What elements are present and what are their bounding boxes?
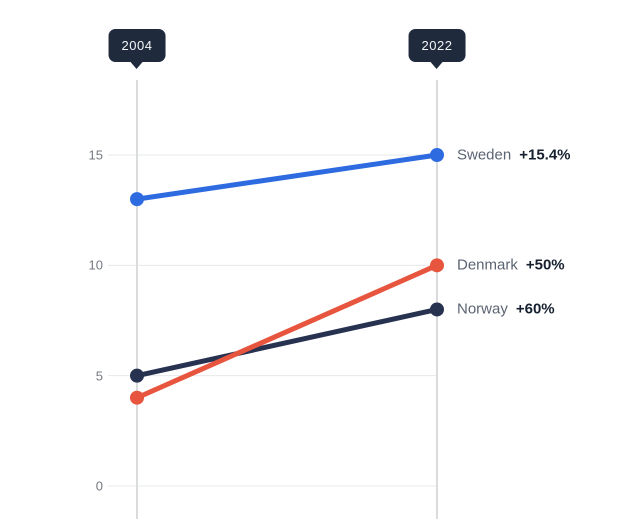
series-change: +15.4%	[519, 146, 571, 164]
slope-line-norway[interactable]	[134, 306, 440, 379]
data-point-denmark-2004[interactable]	[130, 390, 144, 405]
y-tick-label-0: 0	[95, 478, 103, 494]
data-point-sweden-2004[interactable]	[130, 192, 144, 207]
data-point-norway-2022[interactable]	[430, 302, 444, 317]
badge-pointer-icon	[430, 62, 443, 69]
year-badge-2022: 2022	[408, 29, 466, 69]
series-label-norway: Norway +60%	[457, 301, 555, 318]
data-point-norway-2004[interactable]	[130, 368, 144, 383]
series-name: Sweden	[457, 146, 512, 164]
series-change: +50%	[525, 256, 565, 274]
data-point-denmark-2022[interactable]	[430, 258, 444, 273]
year-badge-2004: 2004	[108, 29, 166, 69]
series-name: Denmark	[457, 256, 518, 274]
series-change: +60%	[515, 300, 555, 318]
series-label-denmark: Denmark +50%	[457, 257, 565, 274]
series-name: Norway	[457, 300, 508, 318]
year-badge-2004-label: 2004	[121, 38, 153, 53]
y-tick-label-10: 10	[88, 257, 103, 273]
data-point-sweden-2022[interactable]	[430, 148, 444, 162]
y-tick-label-5: 5	[95, 368, 103, 384]
badge-pointer-icon	[130, 62, 143, 69]
slope-line-sweden[interactable]	[134, 152, 440, 202]
slope-line-denmark[interactable]	[134, 262, 440, 401]
series-label-sweden: Sweden +15.4%	[457, 147, 571, 164]
year-badge-2022-label: 2022	[421, 38, 453, 53]
y-tick-label-15: 15	[88, 147, 103, 163]
